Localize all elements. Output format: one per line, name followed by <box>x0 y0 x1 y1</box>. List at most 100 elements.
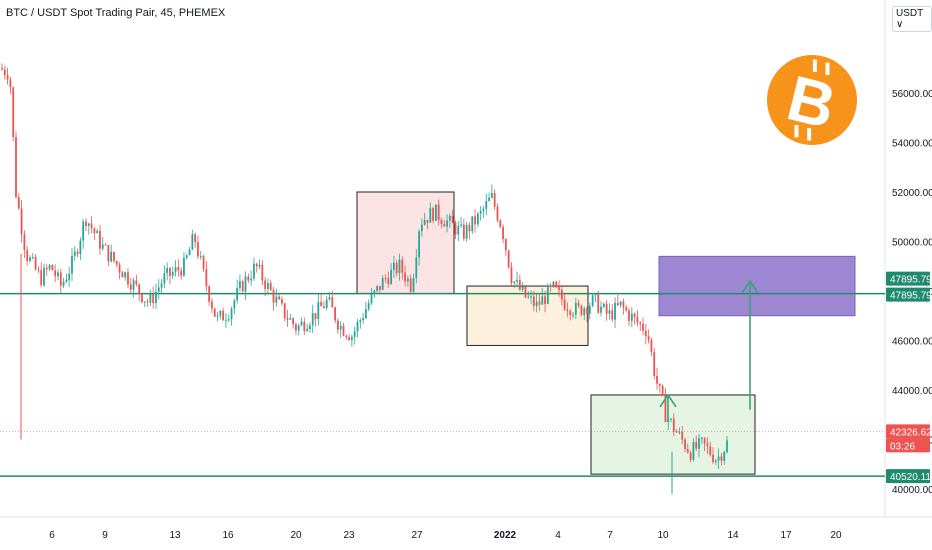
candle-body <box>563 299 566 310</box>
candle-body <box>392 262 395 270</box>
candle-body <box>278 296 281 300</box>
candle-body <box>608 310 611 314</box>
candle-body <box>709 446 712 455</box>
candle-body <box>311 313 314 326</box>
candle-body <box>549 285 552 287</box>
candle-body <box>616 302 619 306</box>
candle-body <box>194 234 197 243</box>
candle-body <box>524 286 527 298</box>
candle-body <box>267 283 269 289</box>
candle-body <box>247 276 250 281</box>
candle-body <box>586 308 588 314</box>
candle-body <box>205 268 208 287</box>
candle-body <box>174 267 177 273</box>
candle-body <box>530 296 532 298</box>
candle-body <box>222 310 225 321</box>
bitcoin-logo-stroke <box>807 128 812 141</box>
candle-body <box>675 431 678 433</box>
candle-body <box>499 220 502 227</box>
candle-body <box>689 452 692 460</box>
candle-body <box>695 442 698 449</box>
y-tick-label: 44000.00 <box>892 386 932 397</box>
candle-body <box>127 272 129 285</box>
candle-body <box>378 285 381 290</box>
x-tick-label: 16 <box>222 530 234 541</box>
candle-body <box>507 250 510 268</box>
candle-body <box>141 293 143 302</box>
candle-body <box>546 285 549 304</box>
candle-body <box>180 270 183 276</box>
annotation-box-green[interactable] <box>590 394 756 475</box>
candle-body <box>146 301 149 303</box>
x-tick-label: 7 <box>607 530 613 541</box>
price-tag-resistance-text: 47895.79 <box>890 275 932 286</box>
candle-body <box>155 291 157 304</box>
candle-body <box>219 310 222 316</box>
candle-body <box>684 439 686 449</box>
candle-body <box>446 220 448 227</box>
candle-body <box>625 307 628 311</box>
candle-body <box>275 296 278 303</box>
candle-body <box>31 256 34 258</box>
candle-body <box>404 272 406 282</box>
candle-body <box>448 215 451 221</box>
candle-body <box>45 267 48 270</box>
candle-body <box>23 234 26 250</box>
candle-body <box>303 321 306 332</box>
candle-body <box>569 311 572 315</box>
candle-body <box>314 313 317 320</box>
candle-body <box>670 418 672 420</box>
candle-body <box>90 223 93 229</box>
x-tick-label: 13 <box>169 530 181 541</box>
x-tick-label: 2022 <box>494 530 517 541</box>
y-tick-label: 50000.00 <box>892 238 932 249</box>
candle-body <box>406 278 409 282</box>
candle-body <box>306 328 309 332</box>
candle-body <box>241 281 244 292</box>
candle-body <box>15 137 17 198</box>
candle-body <box>244 276 247 292</box>
candle-body <box>510 267 513 283</box>
candle-body <box>457 225 460 235</box>
candle-body <box>465 224 468 239</box>
candle-body <box>401 259 404 273</box>
candle-body <box>40 270 43 286</box>
candle-body <box>644 330 647 337</box>
candle-body <box>166 267 169 274</box>
y-tick-label: 52000.00 <box>892 188 932 199</box>
candle-body <box>272 290 275 303</box>
candle-body <box>208 286 211 302</box>
candle-body <box>121 272 124 278</box>
candle-body <box>535 301 538 307</box>
candle-body <box>107 245 110 262</box>
candle-body <box>591 295 594 306</box>
candle-body <box>337 320 339 330</box>
candle-body <box>169 267 171 276</box>
candle-body <box>572 314 574 316</box>
candle-body <box>9 79 12 88</box>
candle-body <box>387 278 390 285</box>
candle-body <box>370 293 373 304</box>
candle-body <box>686 448 689 453</box>
candle-body <box>171 272 174 276</box>
up-arrow-head <box>741 279 759 294</box>
candle-body <box>664 395 667 422</box>
x-tick-label: 10 <box>657 530 669 541</box>
candle-body <box>633 313 636 317</box>
candle-body <box>678 431 681 433</box>
candle-body <box>426 220 429 223</box>
candle-body <box>110 251 113 262</box>
candle-body <box>468 224 471 232</box>
candle-body <box>698 438 700 449</box>
candle-body <box>281 299 283 304</box>
x-tick-label: 17 <box>780 530 792 541</box>
candle-body <box>723 452 726 461</box>
candle-body <box>54 270 57 277</box>
candle-body <box>99 230 101 249</box>
annotation-box-purple[interactable] <box>658 255 856 317</box>
candle-body <box>373 290 376 294</box>
candle-body <box>323 306 325 308</box>
bitcoin-logo-stroke <box>812 59 817 72</box>
candle-body <box>462 224 465 239</box>
